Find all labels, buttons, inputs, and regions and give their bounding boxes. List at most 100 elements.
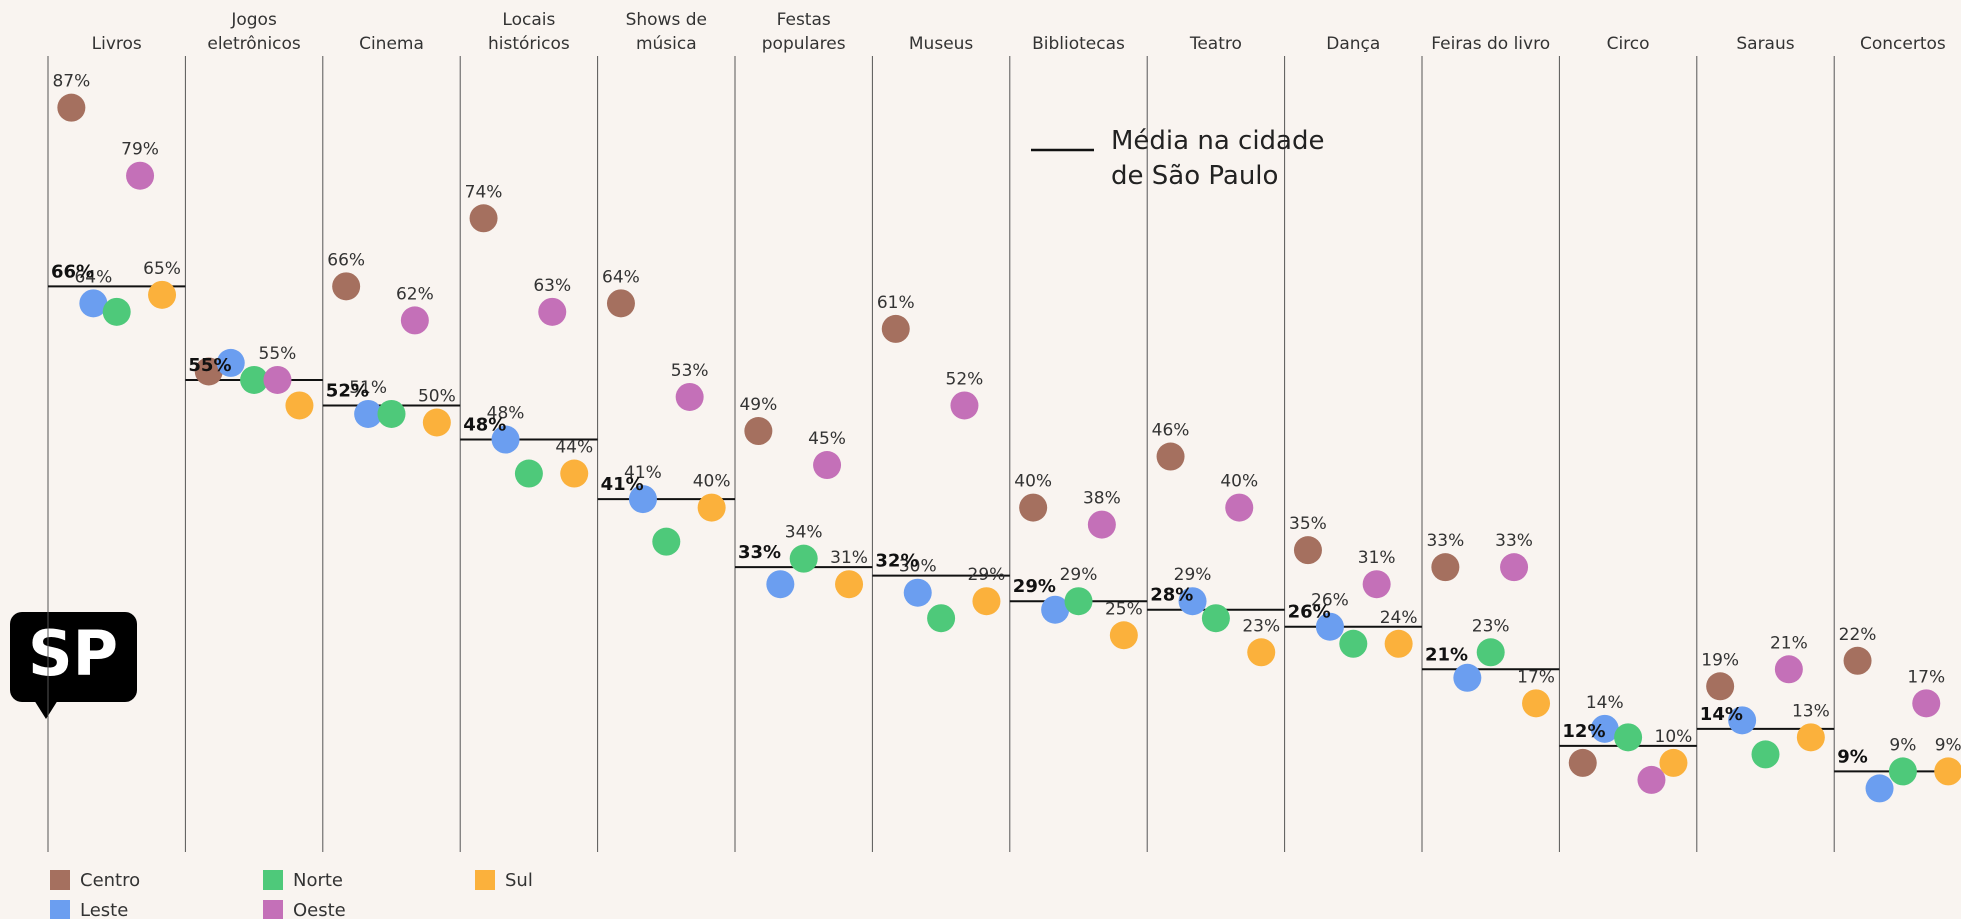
category-label: Dança: [1326, 34, 1381, 54]
dot: [697, 493, 726, 522]
average-label: 21%: [1425, 644, 1468, 665]
dot: [377, 399, 406, 428]
category-label: Museus: [908, 34, 974, 54]
dot: [652, 527, 681, 556]
dot-label: 61%: [877, 293, 915, 313]
dot: [514, 459, 543, 488]
dot: [1568, 748, 1597, 777]
average-label: 48%: [463, 415, 506, 436]
dot: [813, 451, 842, 480]
dot: [240, 365, 269, 394]
dot: [1706, 672, 1735, 701]
dot-label: 9%: [1889, 735, 1916, 755]
dot: [1156, 442, 1185, 471]
dot: [1590, 714, 1619, 743]
dot: [148, 280, 177, 309]
dot: [1041, 595, 1070, 624]
category-label: Festas populares: [761, 10, 846, 54]
dot-label: 21%: [1770, 633, 1808, 653]
logo-text: SP: [28, 617, 118, 690]
dot: [285, 391, 314, 420]
dot: [1225, 493, 1254, 522]
dot: [1888, 757, 1917, 786]
dot: [1774, 655, 1803, 684]
category-label: Livros: [91, 34, 142, 54]
average-label: 41%: [601, 474, 644, 495]
dot-label: 38%: [1083, 489, 1121, 509]
dot-label: 13%: [1792, 701, 1830, 721]
dot: [1293, 536, 1322, 565]
dot: [1637, 765, 1666, 794]
legend-swatch: [263, 870, 283, 890]
dot: [903, 578, 932, 607]
dot: [1201, 604, 1230, 633]
dot: [400, 306, 429, 335]
category-label: Cinema: [359, 34, 424, 54]
category-label: Jogos eletrônicos: [207, 10, 301, 54]
dot-label: 35%: [1289, 514, 1327, 534]
legend-label: Sul: [505, 870, 533, 891]
dot-label: 40%: [1220, 472, 1258, 492]
logo-box: [10, 612, 137, 702]
legend-swatch: [263, 900, 283, 919]
dot: [1751, 740, 1780, 769]
dot-label: 40%: [1014, 472, 1052, 492]
dot-label: 33%: [1426, 531, 1464, 551]
legend-label: Centro: [80, 870, 140, 891]
dot: [835, 570, 864, 599]
category-label: Circo: [1606, 34, 1650, 54]
dot: [1728, 706, 1757, 735]
dot: [1522, 689, 1551, 718]
dot-label: 17%: [1517, 667, 1555, 687]
dot-label: 48%: [487, 404, 525, 424]
dot: [950, 391, 979, 420]
average-legend-label: Média na cidade de São Paulo: [1111, 126, 1325, 191]
average-label: 32%: [875, 551, 918, 572]
category-label: Shows de música: [625, 10, 707, 54]
dot-label: 64%: [602, 267, 640, 287]
dot: [79, 289, 108, 318]
dot-label: 29%: [1060, 565, 1098, 585]
dot: [57, 93, 86, 122]
dot: [628, 485, 657, 514]
dot: [1912, 689, 1941, 718]
category-label: Bibliotecas: [1032, 34, 1125, 54]
average-label: 66%: [51, 261, 94, 282]
dot-label: 79%: [121, 140, 159, 160]
dot: [102, 297, 131, 326]
dot: [789, 544, 818, 573]
dot-label: 63%: [533, 276, 571, 296]
dot-label: 24%: [1380, 608, 1418, 628]
dot: [1453, 663, 1482, 692]
dot-label: 14%: [1586, 693, 1624, 713]
dot: [927, 604, 956, 633]
dot: [332, 272, 361, 301]
dot: [1087, 510, 1116, 539]
dot: [354, 399, 383, 428]
dot-label: 51%: [349, 378, 387, 398]
dot: [126, 161, 155, 190]
dot: [972, 587, 1001, 616]
dot: [766, 570, 795, 599]
dot-label: 62%: [396, 284, 434, 304]
dot-label: 10%: [1655, 727, 1693, 747]
average-label: 55%: [188, 355, 231, 376]
dot-label: 53%: [671, 361, 709, 381]
dot: [1384, 629, 1413, 658]
average-label: 29%: [1013, 576, 1056, 597]
dot-label: 87%: [52, 72, 90, 92]
average-label: 9%: [1837, 746, 1868, 767]
dot: [469, 204, 498, 233]
dot-label: 45%: [808, 429, 846, 449]
dot: [263, 365, 292, 394]
dot-label: 17%: [1907, 667, 1945, 687]
dot: [1064, 587, 1093, 616]
legend-swatch: [50, 900, 70, 919]
dot: [560, 459, 589, 488]
dot: [606, 289, 635, 318]
category-label: Locais históricos: [488, 10, 570, 54]
dot: [1315, 612, 1344, 641]
average-label: 12%: [1562, 721, 1605, 742]
category-label: Concertos: [1860, 34, 1946, 54]
